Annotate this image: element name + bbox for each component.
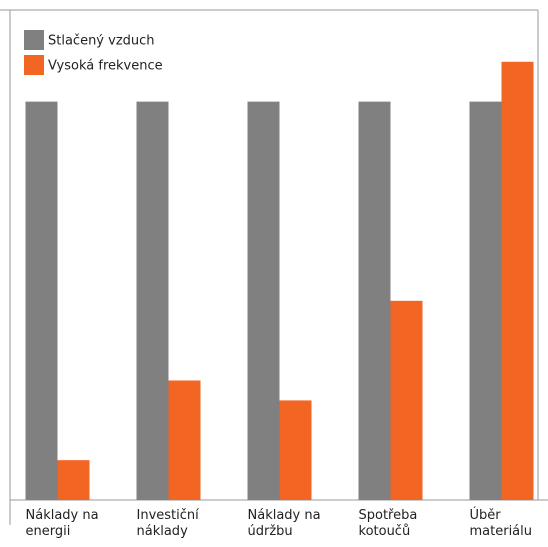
bar (279, 400, 312, 500)
bar (469, 101, 502, 501)
legend-swatch (24, 55, 44, 75)
bar (390, 300, 423, 500)
x-tick-label: Náklady na údržbu (247, 508, 321, 539)
x-tick-label: Investiční náklady (136, 508, 199, 539)
bar (168, 380, 201, 500)
bar (247, 101, 280, 501)
bar (136, 101, 169, 501)
x-tick-label: Náklady na energii (25, 508, 99, 539)
legend-swatch (24, 30, 44, 50)
legend-label: Stlačený vzduch (48, 34, 155, 49)
legend-label: Vysoká frekvence (48, 59, 163, 74)
x-tick-label: Spotřeba kotoučů (358, 508, 418, 539)
x-tick-label: Úběr materiálu (469, 508, 533, 539)
bar (25, 101, 58, 501)
bar (57, 460, 90, 500)
bar (501, 61, 534, 501)
bar (358, 101, 391, 501)
